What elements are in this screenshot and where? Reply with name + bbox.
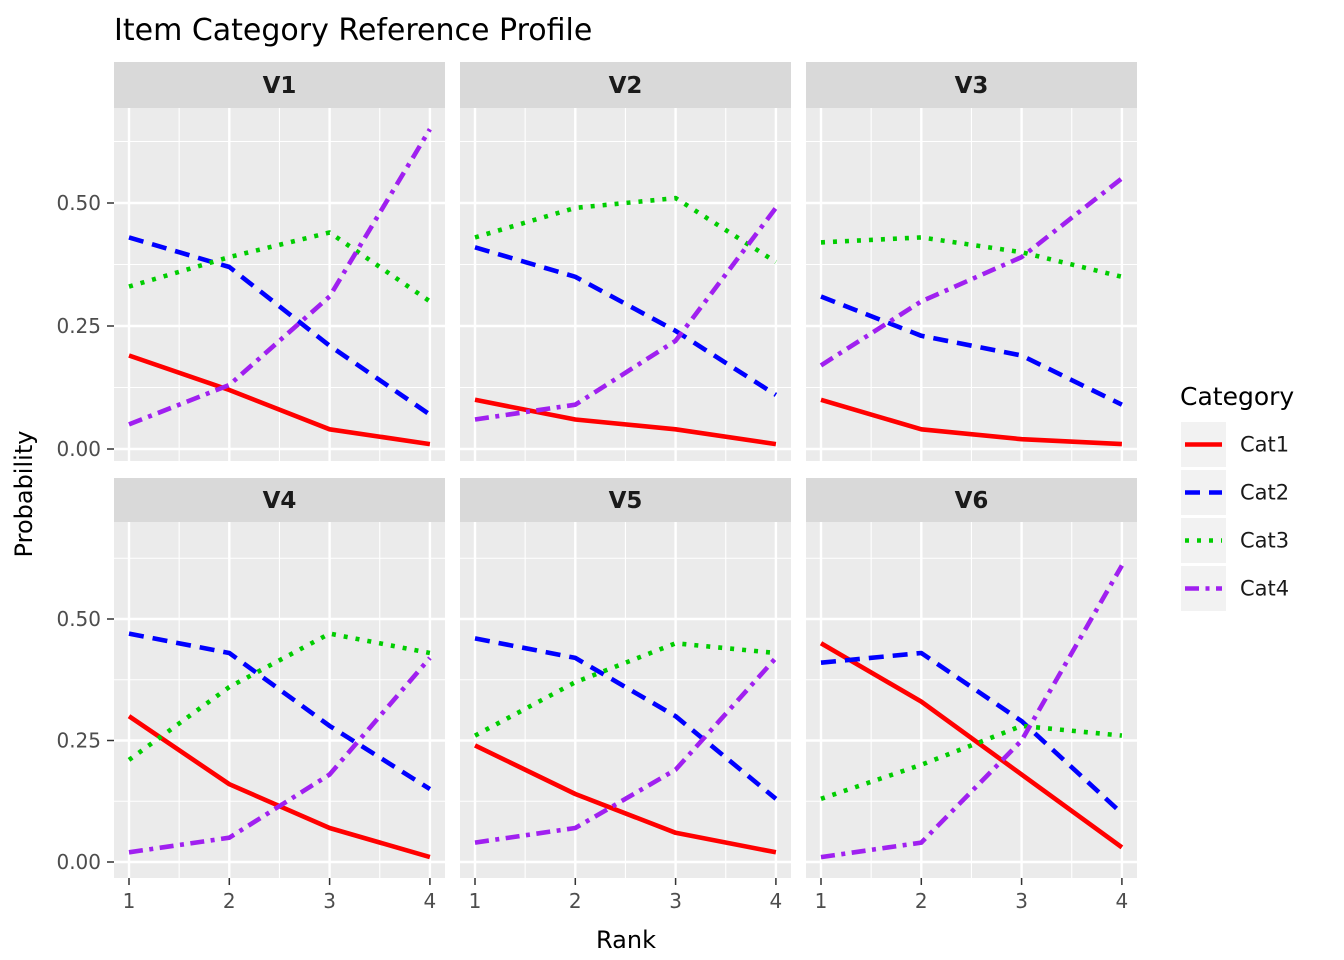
x-tick-label: 4 — [424, 889, 437, 913]
facet-strip-V1 — [114, 62, 445, 108]
x-tick-label: 2 — [569, 889, 582, 913]
gridlines — [114, 108, 445, 461]
facet-V4: V4 1 2 3 4 0.00 0.25 0.50 — [56, 478, 445, 913]
line-V5-Cat2 — [474, 636, 778, 801]
legend-title: Category — [1180, 382, 1294, 411]
y-tick-label: 0.00 — [56, 850, 101, 874]
facet-V2: V2 — [460, 62, 791, 461]
line-V4-Cat3 — [127, 631, 431, 762]
line-V6-Cat2 — [820, 650, 1124, 816]
facet-strip-V4 — [114, 478, 445, 522]
line-V2-Cat3 — [474, 195, 778, 264]
line-V4-Cat4 — [128, 656, 432, 855]
line-V6-Cat3 — [820, 723, 1123, 801]
legend-label-Cat3: Cat3 — [1240, 529, 1289, 553]
facet-strip-label: V3 — [955, 73, 989, 99]
facet-V6: V6 1 2 3 4 — [806, 478, 1137, 913]
facet-strip-label: V6 — [955, 488, 989, 514]
gridlines — [806, 522, 1137, 878]
x-tick-label: 4 — [1116, 889, 1129, 913]
x-axis-title: Rank — [596, 926, 656, 954]
x-tick-label: 3 — [1015, 889, 1028, 913]
legend-label-Cat1: Cat1 — [1240, 433, 1289, 457]
x-tick-label: 2 — [223, 889, 236, 913]
facet-V1: V1 0.00 0.25 0.50 — [56, 62, 445, 461]
facet-strip-V2 — [460, 62, 791, 108]
x-tick-label: 2 — [915, 889, 928, 913]
line-V3-Cat1 — [820, 397, 1123, 447]
line-V2-Cat2 — [474, 245, 778, 397]
line-V3-Cat2 — [820, 294, 1123, 407]
line-V6-Cat1 — [819, 641, 1124, 850]
facet-strip-label: V4 — [263, 488, 297, 514]
y-tick-label: 0.25 — [56, 729, 101, 753]
line-V1-Cat1 — [128, 353, 431, 447]
facet-strip-label: V5 — [609, 488, 643, 514]
legend-label-Cat4: Cat4 — [1240, 577, 1289, 601]
y-tick-label: 0.25 — [56, 314, 101, 338]
facet-strip-V6 — [806, 478, 1137, 522]
x-tick-label: 1 — [815, 889, 828, 913]
legend: Category Cat1 Cat2 Cat3 Cat4 — [1180, 382, 1294, 611]
facet-V5: V5 1 2 3 4 — [460, 478, 791, 913]
line-V1-Cat2 — [128, 235, 432, 417]
line-V3-Cat3 — [820, 235, 1123, 280]
line-V5-Cat4 — [474, 656, 778, 845]
legend-label-Cat2: Cat2 — [1240, 481, 1289, 505]
line-V1-Cat3 — [128, 230, 432, 304]
facet-strip-V3 — [806, 62, 1137, 108]
y-tick-label: 0.50 — [56, 191, 101, 215]
y-tick-label: 0.00 — [56, 437, 101, 461]
line-V1-Cat4 — [128, 128, 432, 427]
gridlines — [460, 108, 791, 461]
line-V3-Cat4 — [819, 176, 1124, 368]
line-V6-Cat4 — [820, 564, 1124, 860]
line-V4-Cat2 — [128, 631, 432, 792]
facet-strip-label: V1 — [263, 73, 297, 99]
x-tick-label: 3 — [669, 889, 682, 913]
facet-strip-V5 — [460, 478, 791, 522]
plot-title: Item Category Reference Profile — [114, 13, 593, 48]
x-tick-label: 1 — [469, 889, 482, 913]
line-V2-Cat4 — [474, 206, 778, 422]
x-tick-label: 3 — [323, 889, 336, 913]
y-axis-title: Probability — [10, 430, 38, 558]
line-V5-Cat1 — [473, 743, 777, 855]
x-tick-label: 4 — [770, 889, 783, 913]
line-V2-Cat1 — [474, 397, 777, 447]
facet-strip-label: V2 — [609, 73, 643, 99]
facet-V3: V3 — [806, 62, 1137, 461]
y-tick-label: 0.50 — [56, 607, 101, 631]
x-tick-label: 1 — [123, 889, 136, 913]
gridlines — [114, 522, 445, 878]
